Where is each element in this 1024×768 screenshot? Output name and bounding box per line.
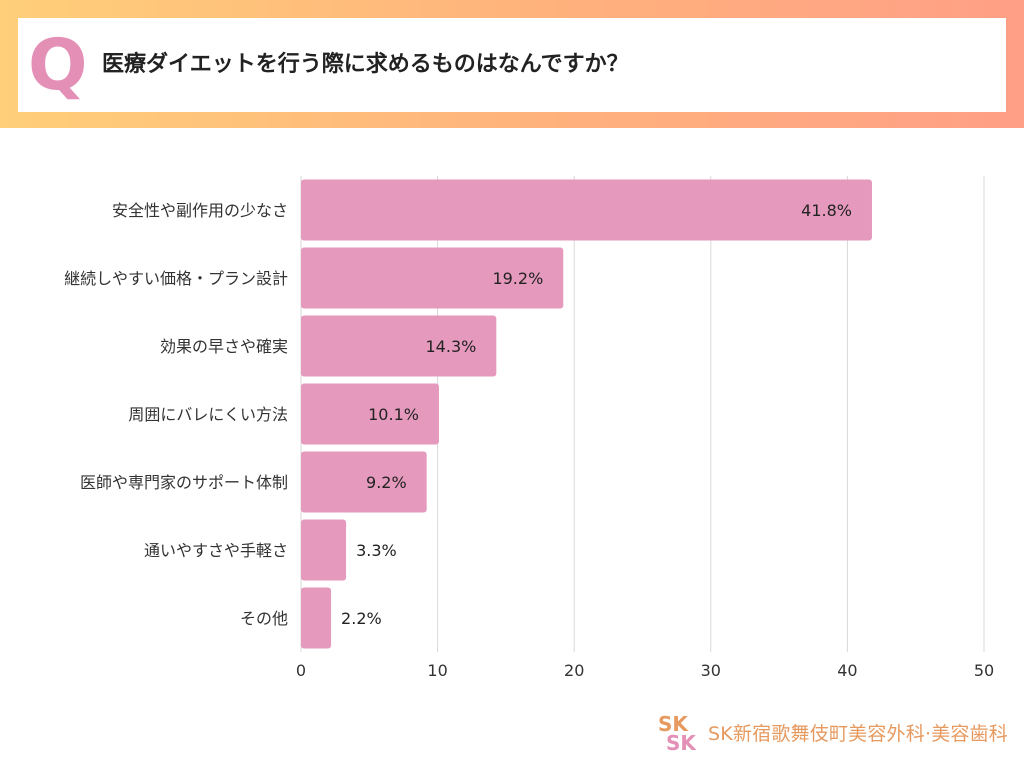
- bar: [301, 519, 347, 581]
- data-label: 10.1%: [368, 405, 419, 424]
- category-label: 医師や専門家のサポート体制: [80, 473, 288, 492]
- bar: [301, 587, 332, 649]
- question-box: Q 医療ダイエットを行う際に求めるものはなんですか？: [18, 18, 1006, 112]
- category-label: 継続しやすい価格・プラン設計: [64, 269, 288, 288]
- header-frame: Q 医療ダイエットを行う際に求めるものはなんですか？: [0, 0, 1024, 128]
- data-label: 2.2%: [341, 609, 382, 628]
- svg-text:SK: SK: [658, 712, 689, 736]
- category-label: その他: [240, 609, 288, 628]
- data-label: 41.8%: [801, 201, 852, 220]
- bar: [301, 247, 564, 309]
- bar: [301, 451, 427, 513]
- clinic-logo-icon: SK SK: [658, 712, 697, 752]
- bar: [301, 383, 439, 445]
- x-tick-label: 10: [427, 661, 447, 680]
- x-tick-label: 40: [837, 661, 857, 680]
- data-label: 9.2%: [366, 473, 407, 492]
- bar: [301, 179, 872, 241]
- question-title: 医療ダイエットを行う際に求めるものはなんですか？: [102, 52, 629, 77]
- x-tick-label: 0: [296, 661, 306, 680]
- clinic-name: SK新宿歌舞伎町美容外科·美容歯科: [708, 722, 1008, 745]
- q-mark: Q: [28, 24, 88, 106]
- svg-text:SK: SK: [666, 731, 697, 752]
- x-tick-label: 30: [701, 661, 721, 680]
- footer-logo: SK SK SK新宿歌舞伎町美容外科·美容歯科: [656, 712, 1008, 752]
- category-label: 周囲にバレにくい方法: [128, 405, 288, 424]
- category-label: 通いやすさや手軽さ: [144, 541, 288, 560]
- bar: [301, 315, 497, 377]
- data-label: 19.2%: [492, 269, 543, 288]
- category-label: 効果の早さや確実: [160, 337, 288, 356]
- category-label: 安全性や副作用の少なさ: [112, 201, 288, 220]
- x-tick-label: 20: [564, 661, 584, 680]
- x-tick-label: 50: [974, 661, 994, 680]
- data-label: 3.3%: [356, 541, 397, 560]
- data-label: 14.3%: [426, 337, 477, 356]
